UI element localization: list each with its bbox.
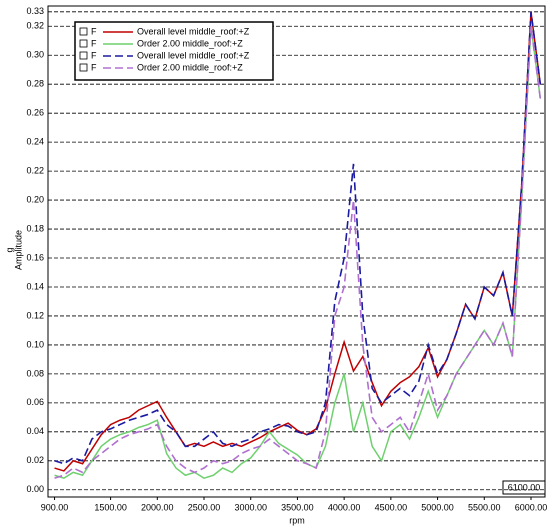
- cursor-label: 6100.00: [508, 482, 541, 492]
- x-tick-label: 900.00: [41, 502, 69, 512]
- y-tick-label: 0.22: [26, 165, 44, 175]
- y-tick-label: 0.28: [26, 79, 44, 89]
- legend-flag: F: [91, 38, 97, 48]
- x-tick-label: 3500.00: [281, 502, 314, 512]
- y-tick-label: 0.33: [26, 6, 44, 16]
- y-tick-label: 0.24: [26, 137, 44, 147]
- x-tick-label: 6000.00: [515, 502, 548, 512]
- legend-label: Overall level middle_roof:+Z: [137, 50, 250, 60]
- legend-checkbox: [79, 39, 88, 48]
- y-tick-label: 0.06: [26, 397, 44, 407]
- legend-checkbox: [79, 27, 88, 36]
- cursor-box: [502, 480, 546, 495]
- y-tick-label: 0.14: [26, 281, 44, 291]
- y-tick-label: 0.20: [26, 194, 44, 204]
- x-tick-label: 4000.00: [328, 502, 361, 512]
- legend-checkbox: [79, 63, 88, 72]
- y-tick-label: 0.10: [26, 339, 44, 349]
- x-tick-label: 2000.00: [141, 502, 174, 512]
- series-line: [54, 11, 542, 465]
- x-tick-label: 5500.00: [468, 502, 501, 512]
- legend-checkbox: [79, 51, 88, 60]
- y-unit: g: [4, 247, 14, 252]
- y-tick-label: 0.08: [26, 368, 44, 378]
- series-line: [54, 26, 542, 479]
- x-tick-label: 4500.00: [375, 502, 408, 512]
- x-tick-label: 1500.00: [94, 502, 127, 512]
- series-line: [54, 26, 542, 479]
- x-tick-label: 5000.00: [421, 502, 454, 512]
- legend-flag: F: [91, 50, 97, 60]
- y-axis-title: Amplitude: [13, 230, 23, 270]
- y-tick-label: 0.18: [26, 223, 44, 233]
- x-axis-title: rpm: [289, 515, 305, 525]
- legend-label: Order 2.00 middle_roof:+Z: [137, 62, 243, 72]
- legend-flag: F: [91, 62, 97, 72]
- legend-label: Order 2.00 middle_roof:+Z: [137, 38, 243, 48]
- plot-frame: [47, 5, 546, 498]
- x-tick-label: 2500.00: [188, 502, 221, 512]
- y-tick-label: 0.00: [26, 484, 44, 494]
- x-tick-label: 3000.00: [234, 502, 267, 512]
- y-tick-label: 0.30: [26, 50, 44, 60]
- legend-flag: F: [91, 26, 97, 36]
- y-tick-label: 0.32: [26, 21, 44, 31]
- y-tick-label: 0.26: [26, 108, 44, 118]
- y-tick-label: 0.02: [26, 455, 44, 465]
- y-tick-label: 0.16: [26, 252, 44, 262]
- legend-label: Overall level middle_roof:+Z: [137, 26, 250, 36]
- y-tick-label: 0.12: [26, 310, 44, 320]
- y-tick-label: 0.04: [26, 426, 44, 436]
